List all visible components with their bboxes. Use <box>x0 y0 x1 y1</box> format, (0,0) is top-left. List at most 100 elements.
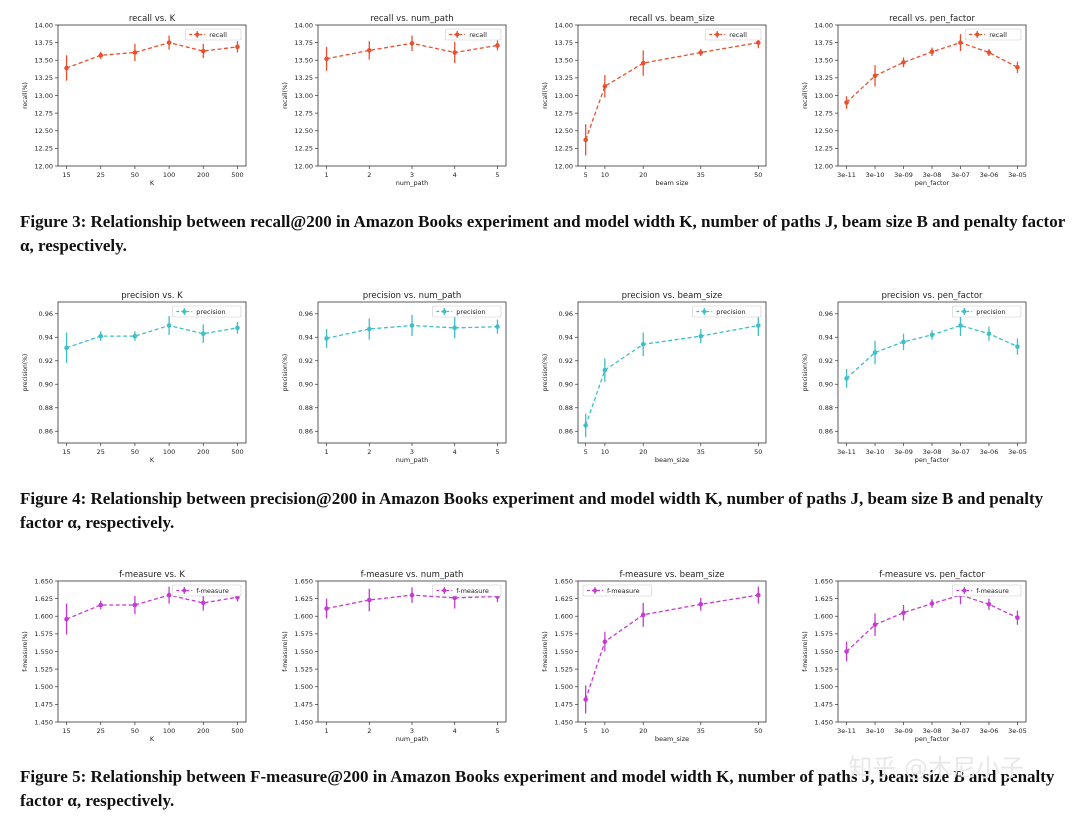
data-point <box>166 323 172 328</box>
data-point <box>583 697 588 702</box>
y-tick-label: 12.00 <box>554 162 573 170</box>
y-tick-label: 0.88 <box>299 404 313 412</box>
y-tick-label: 1.475 <box>554 701 573 709</box>
data-point <box>200 48 206 54</box>
data-point <box>409 592 415 598</box>
x-tick-label: 50 <box>754 727 762 735</box>
data-point <box>409 323 415 328</box>
x-tick-label: 100 <box>163 727 175 735</box>
legend-marker <box>182 309 187 314</box>
y-tick-label: 14.00 <box>814 21 833 29</box>
y-tick-label: 13.50 <box>34 57 53 65</box>
x-tick-label: 35 <box>697 448 705 456</box>
legend-box <box>691 305 762 318</box>
y-tick-label: 1.650 <box>294 577 313 585</box>
legend: recall <box>704 28 762 41</box>
x-tick-label: 3e-11 <box>837 448 856 456</box>
y-tick-label: 1.650 <box>554 577 573 585</box>
x-tick-label: 1 <box>324 171 328 179</box>
plot-frame <box>317 301 507 444</box>
legend-marker <box>962 309 967 314</box>
y-tick-label: 0.94 <box>819 334 833 342</box>
y-tick-label: 12.25 <box>34 145 53 153</box>
data-point <box>366 326 372 332</box>
data-point <box>452 595 458 601</box>
legend-label: precision <box>456 308 485 316</box>
y-tick-label: 1.475 <box>814 701 833 709</box>
y-tick-label: 1.625 <box>294 595 313 603</box>
y-tick-label: 0.94 <box>559 334 573 342</box>
y-tick-label: 0.94 <box>299 334 313 342</box>
data-point <box>698 50 704 55</box>
data-point <box>166 40 172 45</box>
x-tick-label: 10 <box>601 727 609 735</box>
x-tick-label: 50 <box>754 448 762 456</box>
data-point <box>986 601 992 607</box>
legend-label: recall <box>989 31 1007 39</box>
x-tick-label: 20 <box>639 448 647 456</box>
y-tick-label: 0.90 <box>819 381 833 389</box>
legend: recall <box>444 28 502 41</box>
plot-frame <box>57 580 247 723</box>
legend-label: precision <box>976 308 1005 316</box>
y-tick-label: 13.00 <box>554 92 573 100</box>
chart-title: f-measure vs. K <box>119 570 185 580</box>
x-tick-label: 3e-11 <box>837 171 856 179</box>
legend-label: f-measure <box>196 587 229 595</box>
y-tick-label: 0.90 <box>559 381 573 389</box>
y-tick-label: 13.00 <box>814 92 833 100</box>
y-tick-label: 1.550 <box>34 648 53 656</box>
x-axis-label: num_path <box>396 456 429 464</box>
legend-label: recall <box>209 31 227 39</box>
data-point <box>324 606 329 611</box>
plot-frame <box>577 24 767 167</box>
chart-precision-vs-k: precision vs. K 0.86 0.88 0.90 0.92 0.94 0.96 1… <box>22 291 247 464</box>
y-tick-label: 0.96 <box>819 310 833 318</box>
watermark: 知乎 @木尼小子 <box>848 754 1024 782</box>
y-tick-label: 0.94 <box>39 334 53 342</box>
chart-f-measure-vs-beam-size: f-measure vs. beam_size 1.450 1.475 1.500 1.… <box>542 570 767 743</box>
plot-frame <box>57 301 247 444</box>
y-tick-label: 14.00 <box>294 21 313 29</box>
data-point <box>901 60 906 65</box>
y-tick-label: 1.600 <box>814 613 833 621</box>
y-tick-label: 13.25 <box>34 74 53 82</box>
x-tick-label: 3e-11 <box>837 727 856 735</box>
x-tick-label: 3e-10 <box>866 171 885 179</box>
data-point <box>583 423 588 428</box>
x-tick-label: 2 <box>367 171 371 179</box>
x-tick-label: 50 <box>754 171 762 179</box>
data-point <box>452 50 458 55</box>
figure-4-caption: Figure 4: Relationship between precision… <box>20 489 1044 532</box>
y-tick-label: 1.450 <box>554 718 573 726</box>
data-point <box>366 48 372 53</box>
legend-box <box>172 584 242 597</box>
x-axis-label: beam_size <box>655 735 689 743</box>
legend-box <box>951 584 1022 597</box>
x-tick-label: 100 <box>163 171 175 179</box>
chart-title: recall vs. K <box>129 14 176 24</box>
y-axis-label: precision(%) <box>802 354 809 391</box>
y-tick-label: 1.600 <box>554 613 573 621</box>
x-tick-label: 2 <box>367 727 371 735</box>
legend: precision <box>691 305 762 318</box>
figure-5-caption: Figure 5: Relationship between F-measure… <box>20 767 1055 810</box>
y-tick-label: 12.00 <box>814 162 833 170</box>
x-tick-label: 3e-07 <box>951 171 970 179</box>
legend-box <box>184 28 242 41</box>
y-tick-label: 12.25 <box>554 145 573 153</box>
legend: recall <box>964 28 1022 41</box>
x-tick-label: 3e-09 <box>894 727 913 735</box>
x-axis-label: K <box>150 179 155 187</box>
y-tick-label: 1.500 <box>814 683 833 691</box>
x-tick-label: 4 <box>453 448 457 456</box>
data-point <box>844 376 849 381</box>
y-tick-label: 0.96 <box>299 310 313 318</box>
data-point <box>1015 615 1020 620</box>
legend-box <box>582 584 652 597</box>
y-tick-label: 12.50 <box>814 127 833 135</box>
x-tick-label: 3e-10 <box>866 448 885 456</box>
y-tick-label: 12.50 <box>554 127 573 135</box>
y-tick-label: 13.25 <box>294 74 313 82</box>
y-tick-label: 13.25 <box>554 74 573 82</box>
